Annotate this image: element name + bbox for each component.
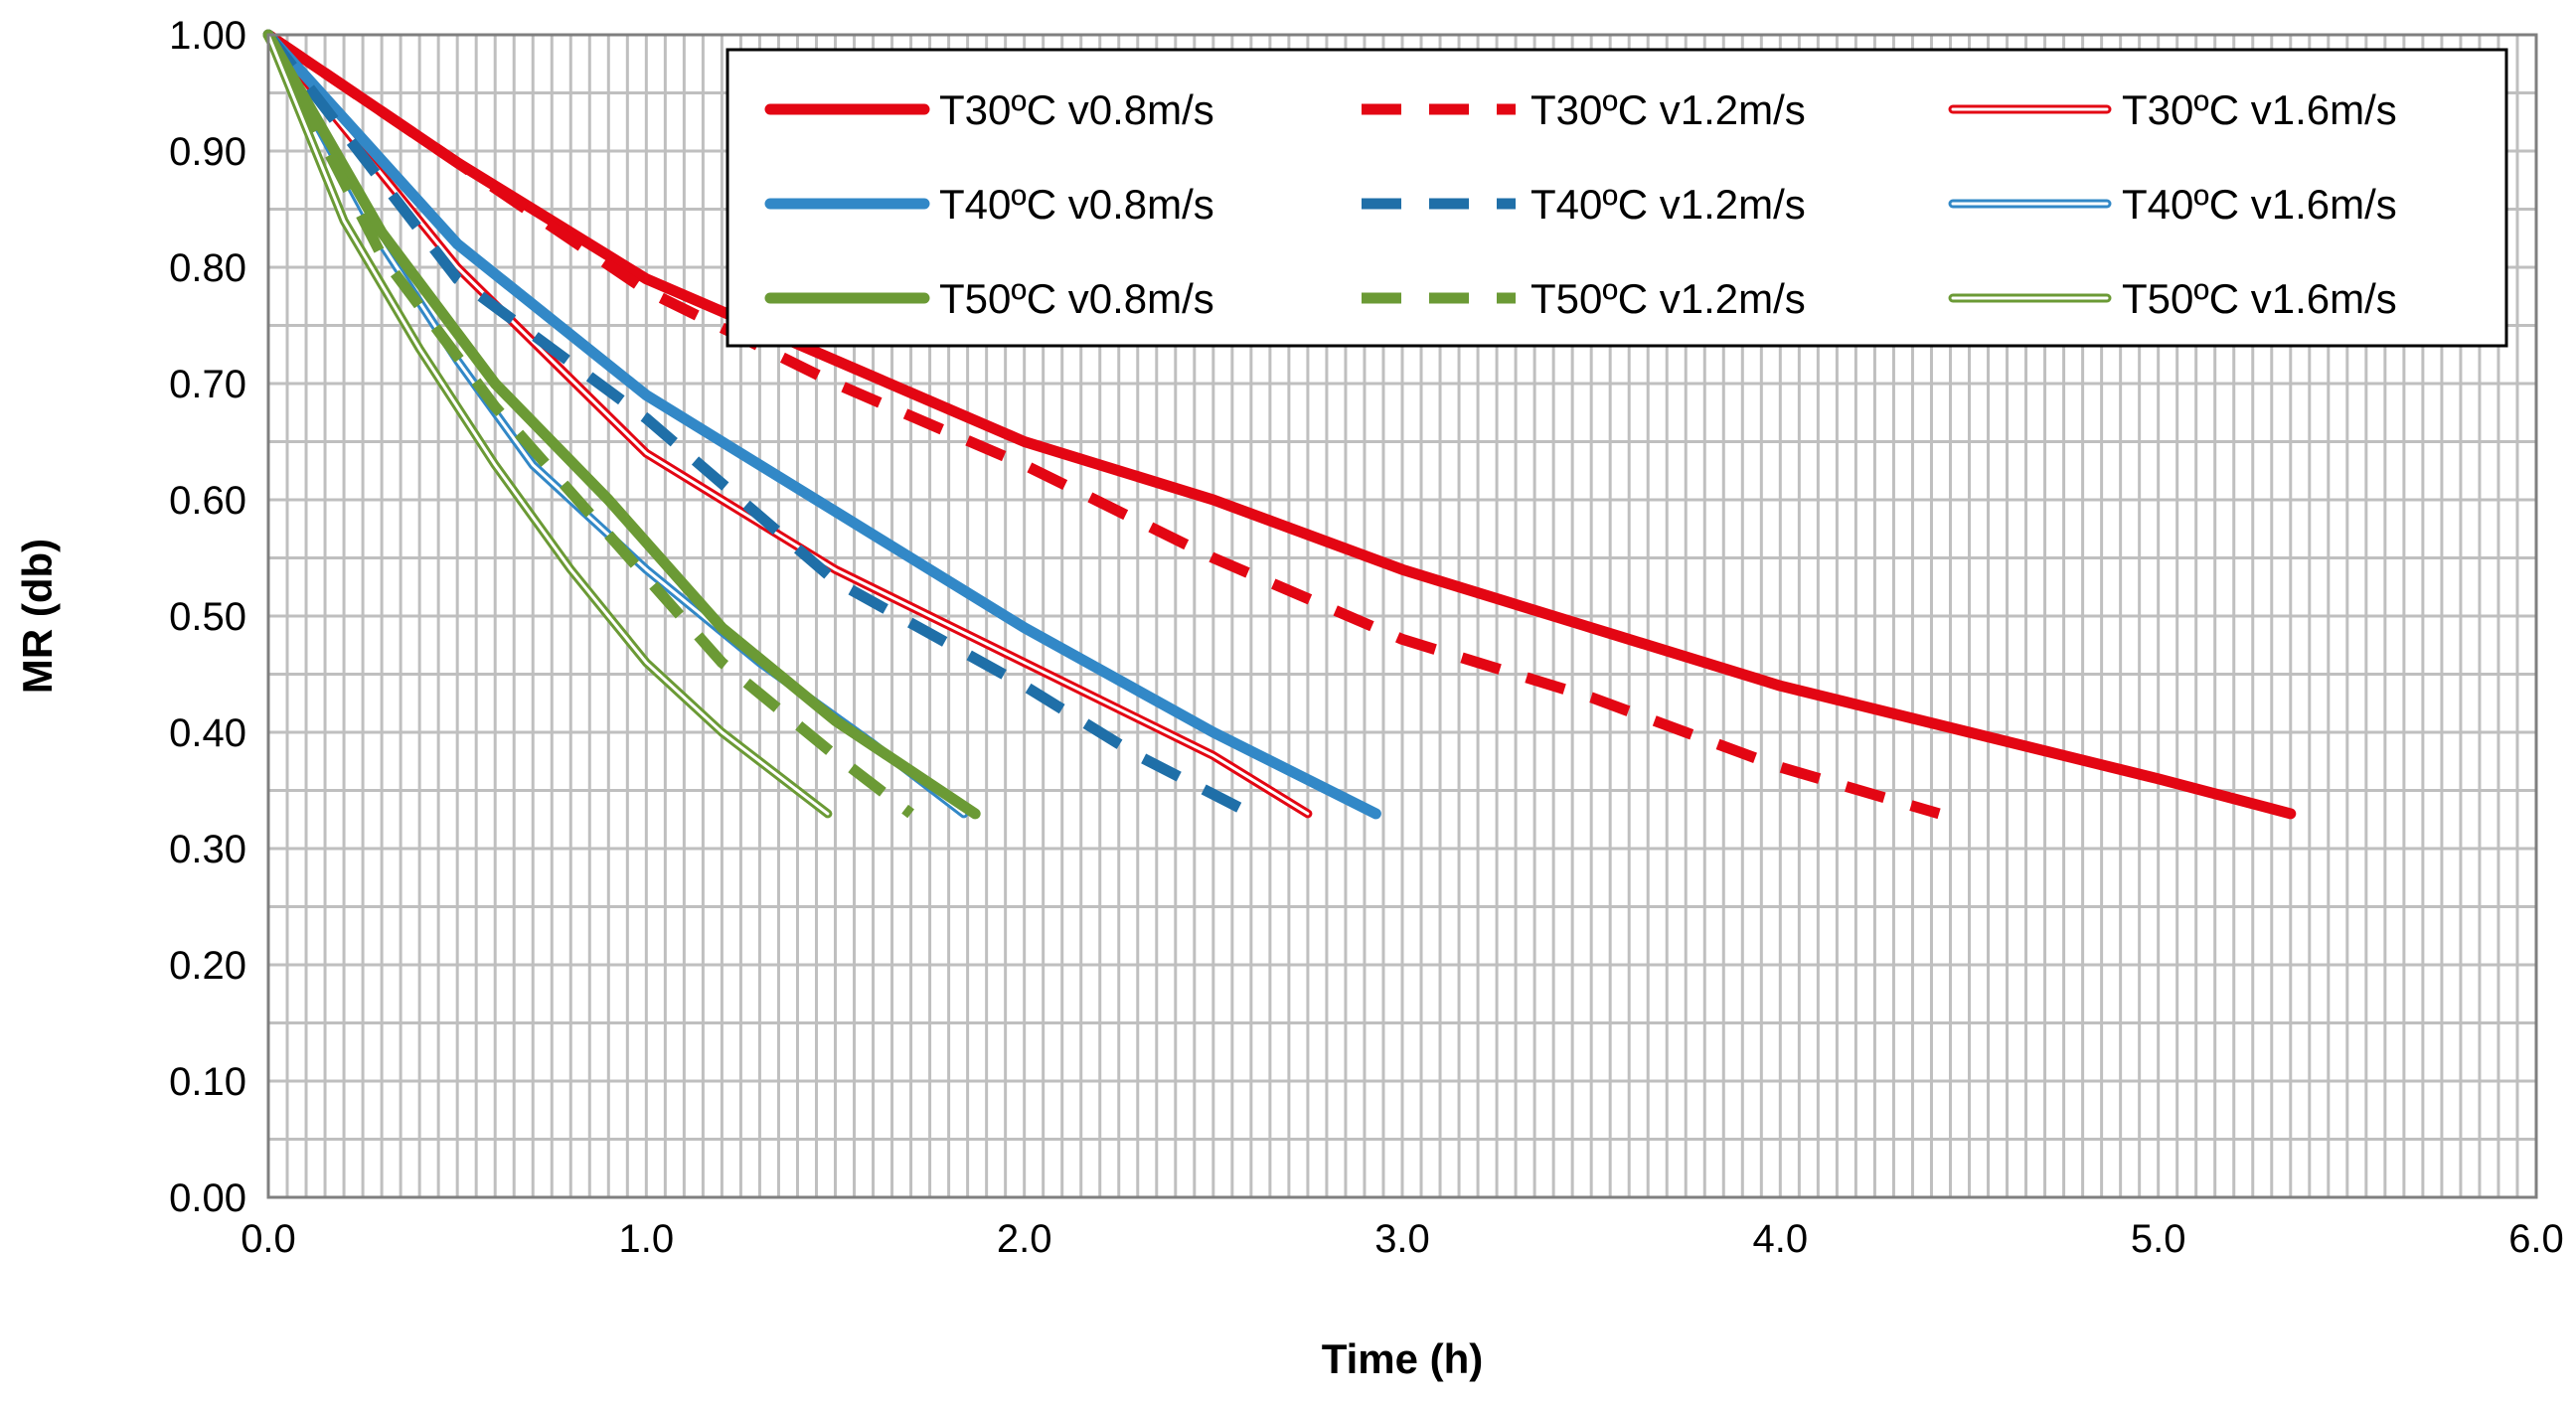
y-tick-label: 0.70 [169,363,246,406]
series-line-9-inner [266,33,830,816]
x-tick-label: 3.0 [1374,1217,1430,1261]
legend-label: T50ºC v0.8m/s [939,275,1214,322]
legend-item: T30ºC v0.8m/s [764,86,1214,133]
legend-label: T50ºC v1.6m/s [2122,275,2397,322]
y-tick-label: 0.30 [169,828,246,871]
y-tick-label: 0.40 [169,711,246,755]
legend-item: T40ºC v1.2m/s [1362,181,1806,228]
legend-label: T40ºC v1.2m/s [1530,181,1806,228]
y-tick-label: 0.60 [169,479,246,523]
legend-label: T40ºC v1.6m/s [2122,181,2397,228]
legend-item: T30ºC v1.2m/s [1362,86,1806,133]
series-group [262,29,2297,820]
legend-item: T50ºC v0.8m/s [764,275,1214,322]
legend-item: T30ºC v1.6m/s [1948,86,2397,133]
legend-label: T30ºC v0.8m/s [939,86,1214,133]
x-tick-label: 2.0 [997,1217,1052,1261]
x-tick-label: 1.0 [619,1217,675,1261]
y-tick-label: 0.50 [169,595,246,639]
series-line-1 [262,29,2297,820]
y-tick-label: 0.90 [169,130,246,174]
series-line-4 [262,29,1381,820]
y-tick-label: 0.10 [169,1060,246,1104]
x-tick-label: 4.0 [1753,1217,1809,1261]
legend-item: T40ºC v0.8m/s [764,181,1214,228]
axes [266,33,2538,1199]
legend-label: T30ºC v1.2m/s [1530,86,1806,133]
legend-item: T50ºC v1.2m/s [1362,275,1806,322]
x-axis-title: Time (h) [1322,1335,1484,1382]
series-line-3-inner [266,33,1310,816]
legend-box [725,48,2508,348]
y-tick-label: 1.00 [169,14,246,58]
y-tick-label: 0.00 [169,1176,246,1220]
x-tick-label: 6.0 [2508,1217,2564,1261]
legend-label: T50ºC v1.2m/s [1530,275,1806,322]
legend-label: T30ºC v1.6m/s [2122,86,2397,133]
legend: T30ºC v0.8m/s T30ºC v1.2m/s T30ºC v1.6m/s T… [725,48,2508,348]
y-tick-label: 0.80 [169,246,246,290]
x-tick-label: 0.0 [241,1217,296,1261]
y-tick-label: 0.20 [169,944,246,988]
legend-label: T40ºC v0.8m/s [939,181,1214,228]
legend-item: T50ºC v1.6m/s [1948,275,2397,322]
series-line-8 [263,32,914,819]
y-axis-title: MR (db) [14,539,61,694]
plot-frame [266,33,2538,1199]
series-line-7 [262,29,981,820]
x-tick-label: 5.0 [2131,1217,2186,1261]
tick-labels: 0.0 1.0 2.0 3.0 4.0 5.0 6.0 0.00 0.10 0.20 0.30 0.4… [169,14,2564,1261]
legend-item: T40ºC v1.6m/s [1948,181,2397,228]
series-line-5 [263,31,1254,819]
series-line-2 [264,30,1941,820]
